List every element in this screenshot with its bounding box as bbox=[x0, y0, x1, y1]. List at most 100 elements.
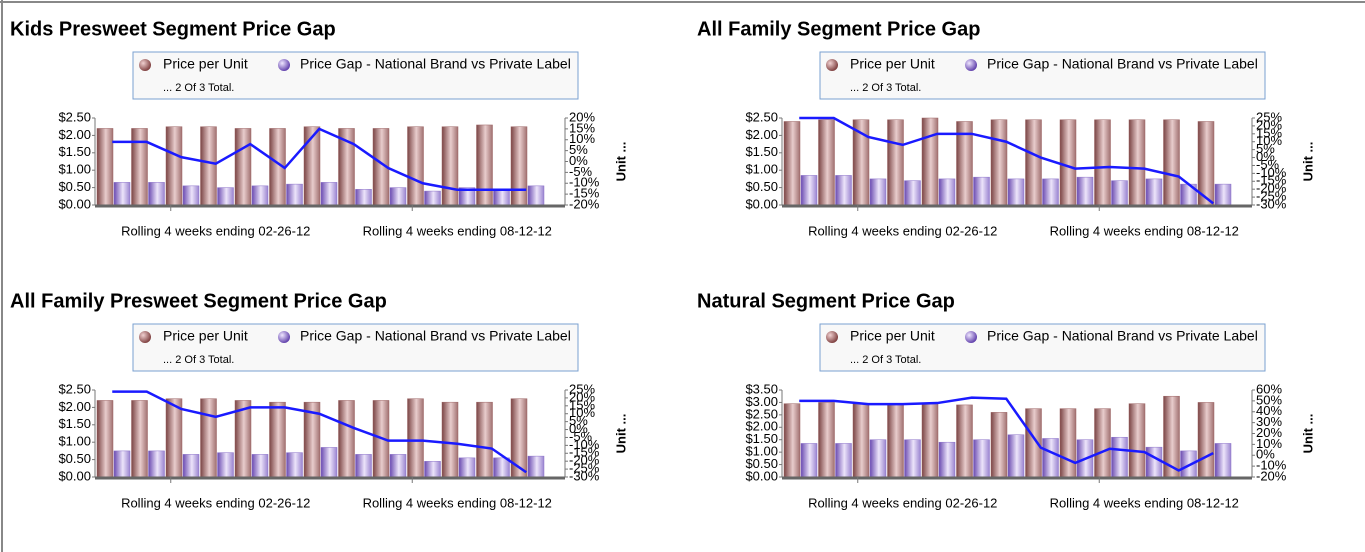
y-tick-label: $2.00 bbox=[58, 399, 91, 414]
x-tick-label: Rolling 4 weeks ending 08-12-12 bbox=[363, 223, 552, 238]
bar bbox=[818, 119, 835, 206]
x-tick-label: Rolling 4 weeks ending 08-12-12 bbox=[1050, 495, 1239, 510]
bar bbox=[1128, 119, 1146, 206]
bar bbox=[1059, 119, 1077, 206]
legend-label: Price per Unit bbox=[850, 56, 935, 72]
bar bbox=[113, 450, 131, 478]
bar bbox=[251, 185, 269, 206]
bar bbox=[424, 190, 441, 206]
y2-tick-label: 25% bbox=[1256, 109, 1282, 124]
legend-box bbox=[132, 51, 579, 100]
bar bbox=[904, 180, 921, 206]
bar bbox=[165, 126, 183, 206]
bar bbox=[527, 185, 545, 206]
y2-tick-label: 0% bbox=[1256, 149, 1275, 164]
y2-tick-label: -10% bbox=[569, 437, 600, 452]
legend-label: Price per Unit bbox=[163, 56, 248, 72]
y-tick-label: $2.00 bbox=[745, 127, 778, 142]
y2-tick-label: -30% bbox=[1256, 196, 1287, 211]
y2-tick-label: -5% bbox=[569, 429, 593, 444]
bar bbox=[182, 454, 200, 478]
bar bbox=[818, 402, 835, 478]
line-series bbox=[799, 396, 1214, 472]
y2-tick-label: -5% bbox=[569, 164, 593, 179]
bar bbox=[1145, 178, 1163, 206]
bar bbox=[783, 121, 801, 206]
y2-tick-label: 10% bbox=[1256, 436, 1282, 451]
bar bbox=[234, 128, 252, 206]
bar bbox=[887, 119, 904, 206]
bar bbox=[1025, 119, 1042, 206]
bar bbox=[990, 412, 1008, 478]
x-tick-label: Rolling 4 weeks ending 02-26-12 bbox=[808, 495, 997, 510]
y-tick-label: $0.50 bbox=[745, 179, 778, 194]
y2-tick-label: 30% bbox=[1256, 414, 1282, 429]
y2-tick-label: -25% bbox=[569, 461, 600, 476]
bar bbox=[338, 400, 355, 478]
legend-label: Price Gap - National Brand vs Private La… bbox=[987, 328, 1258, 344]
y2-tick-label: 0% bbox=[1256, 447, 1275, 462]
y2-axis-title: Unit ... bbox=[613, 414, 628, 454]
bar bbox=[1214, 183, 1232, 206]
bar bbox=[389, 187, 407, 206]
bar bbox=[1042, 438, 1059, 478]
y-tick-label: $0.50 bbox=[58, 179, 91, 194]
bar bbox=[1111, 180, 1128, 206]
y2-tick-label: 20% bbox=[569, 109, 595, 124]
bar bbox=[921, 117, 939, 206]
y2-tick-label: 40% bbox=[1256, 403, 1282, 418]
bar bbox=[476, 124, 493, 206]
y2-tick-label: -10% bbox=[1256, 165, 1287, 180]
y2-tick-label: -20% bbox=[569, 453, 600, 468]
bar bbox=[800, 175, 818, 206]
legend-label: Price Gap - National Brand vs Private La… bbox=[987, 56, 1258, 72]
line-series bbox=[112, 127, 527, 192]
y-tick-label: $1.50 bbox=[745, 431, 778, 446]
bar bbox=[1007, 434, 1025, 478]
bar bbox=[424, 461, 441, 478]
bar bbox=[96, 400, 114, 478]
legend-box bbox=[819, 51, 1266, 100]
y-tick-label: $1.00 bbox=[745, 444, 778, 459]
bar bbox=[783, 403, 801, 478]
bar bbox=[1007, 178, 1025, 206]
bar bbox=[510, 126, 528, 206]
y2-tick-label: 25% bbox=[569, 381, 595, 396]
y2-tick-label: 5% bbox=[569, 142, 588, 157]
bar bbox=[493, 189, 510, 206]
bar bbox=[800, 443, 818, 478]
bar bbox=[990, 119, 1008, 206]
bar bbox=[1197, 402, 1215, 478]
bar bbox=[835, 443, 852, 478]
bar bbox=[389, 454, 407, 478]
y-tick-label: $1.00 bbox=[745, 162, 778, 177]
bar bbox=[956, 404, 973, 478]
y-tick-label: $2.50 bbox=[745, 406, 778, 421]
bar bbox=[355, 189, 372, 206]
legend-note: ... 2 Of 3 Total. bbox=[850, 82, 921, 94]
bar bbox=[217, 187, 234, 206]
y-tick-label: $2.00 bbox=[745, 419, 778, 434]
y2-tick-label: 10% bbox=[1256, 133, 1282, 148]
y-tick-label: $1.00 bbox=[58, 434, 91, 449]
bar bbox=[320, 182, 338, 206]
y2-tick-label: 20% bbox=[569, 389, 595, 404]
bar bbox=[458, 457, 476, 478]
bar bbox=[869, 178, 887, 206]
bar bbox=[320, 447, 338, 478]
bar bbox=[407, 126, 424, 206]
bar bbox=[131, 400, 148, 478]
chart: Kids Presweet Segment Price Gap $0.00 $0.5… bbox=[10, 18, 628, 238]
bar bbox=[441, 401, 459, 478]
bar bbox=[96, 128, 114, 206]
bar bbox=[1111, 436, 1128, 478]
y-tick-label: $0.00 bbox=[745, 468, 778, 483]
bar bbox=[973, 176, 990, 206]
bar bbox=[1042, 178, 1059, 206]
bar bbox=[251, 454, 269, 478]
bar bbox=[938, 178, 956, 206]
chart: All Family Segment Price Gap $0.00 $0.50 $1… bbox=[697, 18, 1315, 238]
y2-tick-label: -25% bbox=[1256, 189, 1287, 204]
y-tick-label: $0.00 bbox=[58, 196, 91, 211]
